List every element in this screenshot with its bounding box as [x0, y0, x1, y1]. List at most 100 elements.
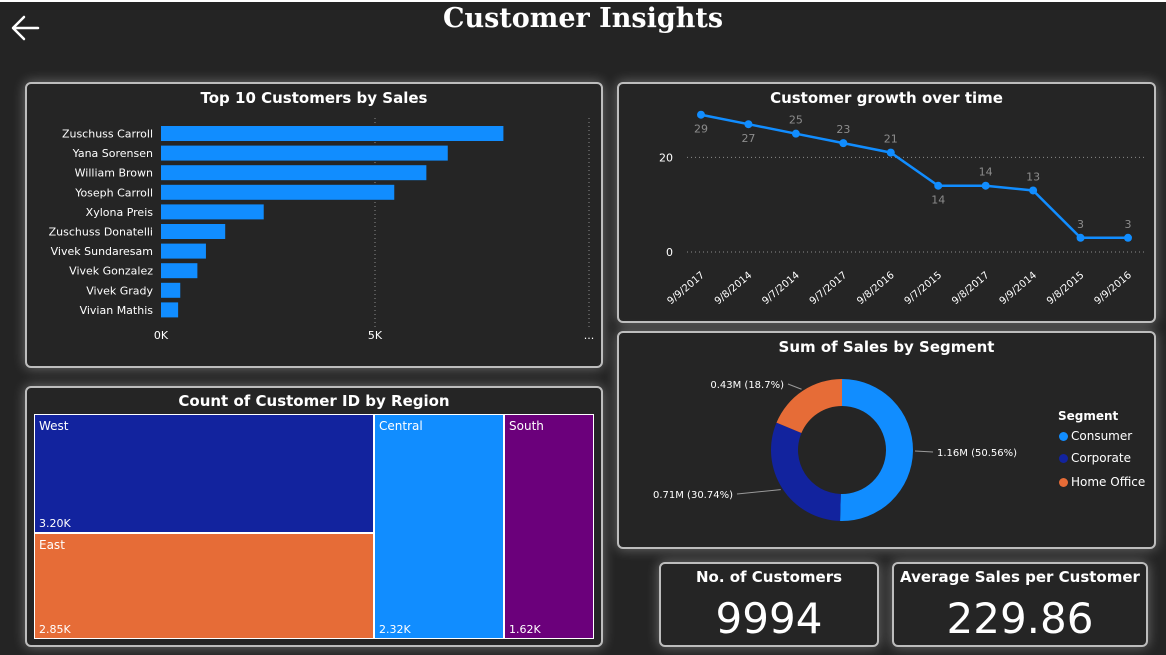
- treemap-label: Central: [379, 419, 423, 433]
- bar-category-label: Zuschuss Carroll: [62, 128, 153, 141]
- top-border: [0, 0, 1166, 2]
- bar: [161, 263, 198, 279]
- treemap-label: South: [509, 419, 544, 433]
- data-point: [1029, 186, 1038, 195]
- treemap-cell-central[interactable]: Central 2.32K: [374, 414, 504, 639]
- treemap-value: 2.85K: [39, 623, 71, 636]
- x-tick-label: ...: [584, 329, 595, 342]
- kpi-customers-label: No. of Customers: [695, 568, 843, 586]
- x-tick-label: 9/9/2014: [998, 270, 1039, 307]
- x-tick-label: 9/7/2017: [808, 270, 849, 307]
- x-tick-label: 9/8/2017: [950, 270, 991, 307]
- data-label: 3: [1125, 218, 1132, 231]
- slice-leader-line: [736, 489, 781, 495]
- data-point: [744, 120, 753, 129]
- slice-label: 0.43M (18.7%): [710, 380, 784, 391]
- data-point: [1076, 233, 1085, 242]
- x-tick-label: 9/7/2014: [760, 270, 801, 307]
- x-tick-label: 9/8/2016: [855, 270, 896, 307]
- treemap-value: 3.20K: [39, 517, 71, 530]
- kpi-avg-label: Average Sales per Customer: [900, 568, 1140, 586]
- bar-category-label: Vivek Gonzalez: [69, 265, 153, 278]
- bar-category-label: Vivek Grady: [86, 284, 153, 297]
- legend-label: Consumer: [1071, 429, 1133, 443]
- x-tick-label: 9/8/2014: [713, 270, 754, 307]
- bar: [161, 184, 395, 200]
- growth-panel[interactable]: Customer growth over time 0 20 29 9/9/2017 2…: [617, 82, 1156, 323]
- segment-legend-title: Segment: [1058, 409, 1119, 423]
- bar-category-label: Yana Sorensen: [72, 147, 153, 160]
- data-label: 13: [1026, 170, 1040, 183]
- data-label: 27: [741, 132, 755, 145]
- legend-item-home-office[interactable]: Home Office: [1059, 475, 1145, 489]
- growth-chart: 0 20 29 9/9/2017 27 9/8/2014 25 9/7/2014 23 9/7/2…: [659, 110, 1144, 307]
- top-customers-chart: Zuschuss Carroll Yana Sorensen William Bro…: [49, 118, 595, 342]
- segment-chart: 1.16M (50.56%) 0.71M (30.74%) 0.43M (18.7%…: [653, 379, 1017, 521]
- x-tick-label: 9/9/2016: [1092, 270, 1133, 307]
- page-title: Customer Insights: [442, 3, 724, 34]
- data-point: [791, 129, 800, 138]
- data-label: 25: [789, 114, 803, 127]
- x-tick-label: 0K: [154, 329, 169, 342]
- bar: [161, 145, 448, 161]
- data-label: 14: [931, 194, 945, 207]
- kpi-avg-value: 229.86: [946, 594, 1094, 643]
- legend-label: Home Office: [1071, 475, 1146, 489]
- bar-category-label: Vivian Mathis: [80, 304, 154, 317]
- bar: [161, 243, 206, 259]
- data-point: [697, 110, 705, 119]
- kpi-customers-card[interactable]: No. of Customers 9994: [659, 562, 879, 647]
- legend-item-consumer[interactable]: Consumer: [1059, 429, 1132, 443]
- top-customers-panel[interactable]: Top 10 Customers by Sales Zuschuss Carro…: [25, 82, 603, 368]
- treemap-value: 2.32K: [379, 623, 411, 636]
- segment-panel[interactable]: Sum of Sales by Segment 1.16M (50.56%) 0.…: [617, 331, 1156, 549]
- x-tick-label: 9/9/2017: [665, 270, 706, 307]
- region-panel[interactable]: Count of Customer ID by Region West 3.20…: [25, 386, 603, 647]
- donut-slice-home-office: [776, 379, 842, 434]
- top-customers-title: Top 10 Customers by Sales: [200, 89, 428, 107]
- bar: [161, 282, 181, 298]
- arrow-left-icon[interactable]: [8, 10, 44, 46]
- legend-dot: [1059, 431, 1068, 441]
- data-point: [934, 181, 943, 190]
- legend-dot: [1059, 477, 1068, 487]
- treemap-cell-west[interactable]: West 3.20K: [34, 414, 374, 533]
- data-label: 3: [1077, 218, 1084, 231]
- bar: [161, 165, 427, 181]
- slice-label: 1.16M (50.56%): [937, 448, 1017, 459]
- data-label: 23: [836, 123, 850, 136]
- slice-leader-line: [914, 450, 934, 453]
- data-point: [1124, 233, 1132, 242]
- series-line: [700, 113, 1128, 240]
- donut-slice-corporate: [771, 422, 841, 521]
- bar-category-label: Yoseph Carroll: [74, 186, 153, 199]
- x-tick-label: 5K: [368, 329, 383, 342]
- data-point: [981, 181, 990, 190]
- treemap-label: East: [39, 538, 65, 552]
- bar-category-label: Vivek Sundaresam: [51, 245, 153, 258]
- bar-category-label: William Brown: [75, 167, 153, 180]
- slice-label: 0.71M (30.74%): [653, 490, 733, 501]
- treemap-cell-east[interactable]: East 2.85K: [34, 533, 374, 639]
- data-label: 29: [694, 123, 708, 136]
- segment-title: Sum of Sales by Segment: [778, 338, 995, 356]
- bar: [161, 224, 226, 239]
- legend-label: Corporate: [1071, 451, 1131, 465]
- treemap-cell-south[interactable]: South 1.62K: [504, 414, 594, 639]
- data-label: 21: [884, 133, 898, 146]
- legend-item-corporate[interactable]: Corporate: [1059, 451, 1131, 465]
- region-title: Count of Customer ID by Region: [178, 392, 450, 410]
- bar: [161, 126, 504, 141]
- data-point: [839, 139, 848, 148]
- slice-leader-line: [787, 383, 802, 390]
- x-tick-label: 9/7/2015: [903, 270, 944, 307]
- treemap-label: West: [39, 419, 69, 433]
- y-tick-label: 0: [666, 246, 673, 259]
- data-point: [886, 148, 895, 157]
- bar-category-label: Xylona Preis: [86, 206, 154, 219]
- kpi-avg-card[interactable]: Average Sales per Customer 229.86: [892, 562, 1148, 647]
- donut-slice-consumer: [840, 379, 913, 521]
- legend-dot: [1059, 453, 1068, 463]
- y-tick-label: 20: [659, 151, 673, 164]
- bar: [161, 204, 264, 220]
